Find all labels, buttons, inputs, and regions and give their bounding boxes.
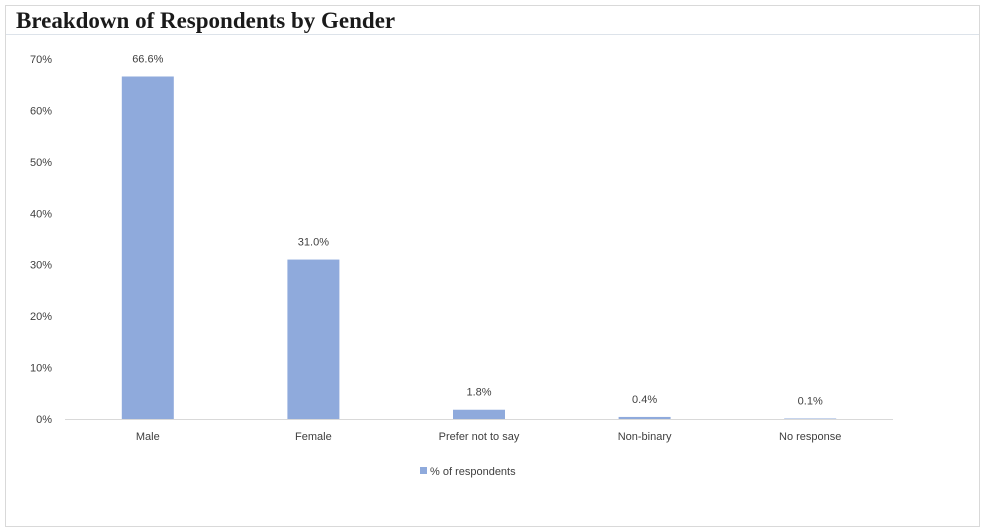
y-tick-label: 30% [30, 260, 52, 272]
y-tick-label: 20% [30, 311, 52, 323]
bar-male [121, 76, 174, 419]
y-tick-label: 40% [30, 208, 52, 220]
x-tick-label: No response [779, 431, 841, 443]
y-tick-label: 50% [30, 157, 52, 169]
y-tick-label: 0% [36, 414, 52, 426]
x-tick-label: Female [295, 431, 332, 443]
y-tick-label: 10% [30, 363, 52, 375]
x-tick-label: Non-binary [618, 431, 672, 443]
legend-label: % of respondents [430, 466, 516, 478]
bar-no-response [784, 418, 837, 419]
data-label: 66.6% [132, 53, 163, 65]
data-label: 31.0% [298, 237, 329, 249]
data-label: 1.8% [466, 387, 491, 399]
data-label: 0.1% [798, 395, 823, 407]
y-tick-label: 60% [30, 105, 52, 117]
title-divider [6, 34, 979, 35]
y-tick-label: 70% [30, 54, 52, 66]
data-label: 0.4% [632, 394, 657, 406]
x-tick-label: Male [136, 431, 160, 443]
x-tick-label: Prefer not to say [439, 431, 520, 443]
bar-prefer-not-to-say [453, 409, 505, 419]
legend-swatch [420, 467, 427, 474]
chart-title: Breakdown of Respondents by Gender [16, 8, 396, 33]
bar-female [287, 259, 340, 419]
chart-frame [5, 5, 980, 527]
bar-non-binary [618, 416, 671, 419]
